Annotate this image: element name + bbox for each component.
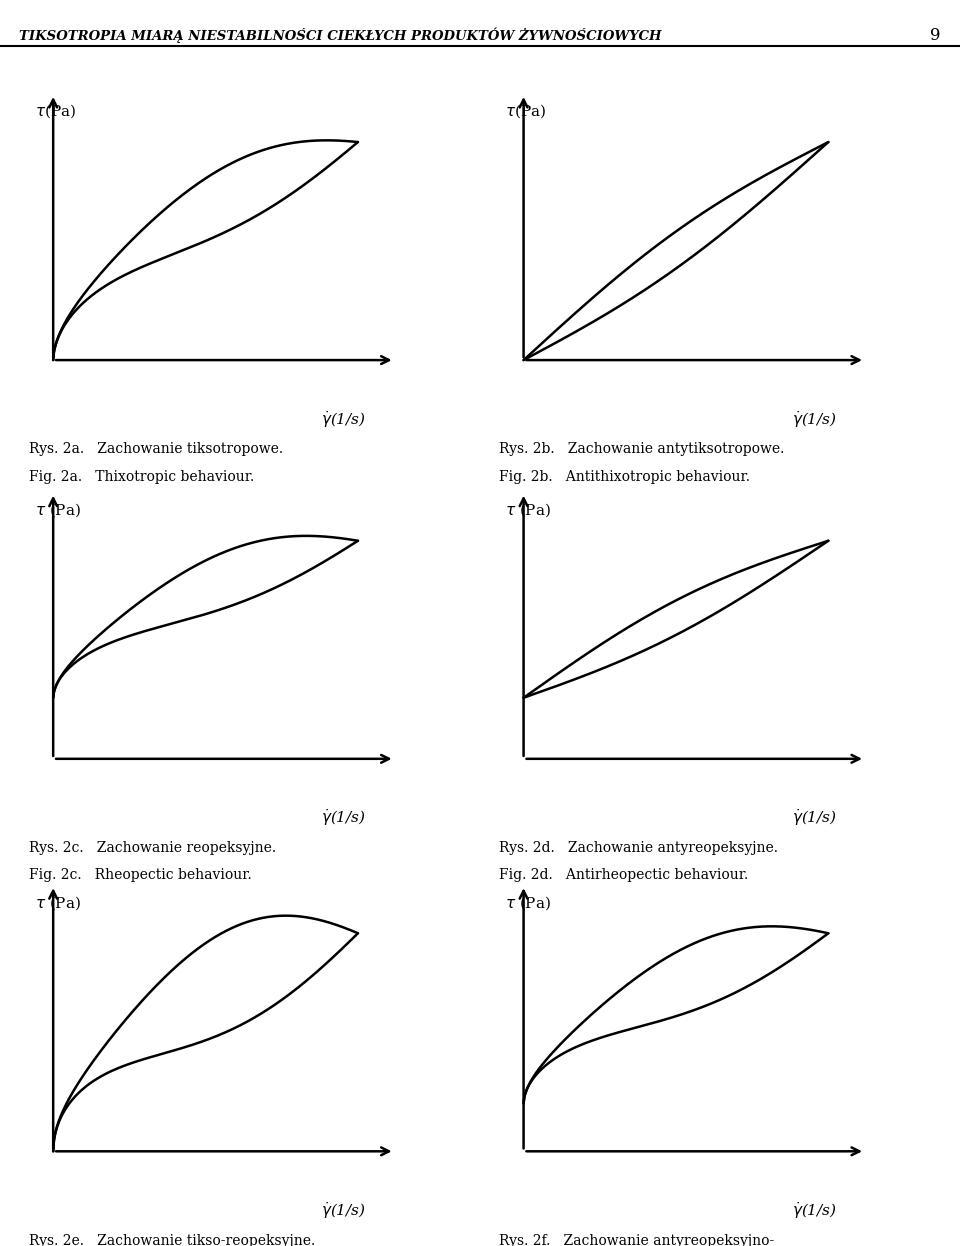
Text: $\tau$(Pa): $\tau$(Pa): [35, 103, 76, 121]
Text: $\tau$ (Pa): $\tau$ (Pa): [35, 895, 81, 912]
Text: Rys. 2c.   Zachowanie reopeksyjne.: Rys. 2c. Zachowanie reopeksyjne.: [29, 841, 276, 855]
Text: Rys. 2e.   Zachowanie tikso-reopeksyjne.: Rys. 2e. Zachowanie tikso-reopeksyjne.: [29, 1234, 315, 1246]
Text: $\tau$(Pa): $\tau$(Pa): [505, 103, 546, 121]
Text: Rys. 2b.   Zachowanie antytiksotropowe.: Rys. 2b. Zachowanie antytiksotropowe.: [499, 442, 784, 456]
Text: $\dot{\gamma}$(1/s): $\dot{\gamma}$(1/s): [792, 1200, 836, 1221]
Text: $\tau$ (Pa): $\tau$ (Pa): [505, 895, 551, 912]
Text: $\dot{\gamma}$(1/s): $\dot{\gamma}$(1/s): [792, 409, 836, 430]
Text: 9: 9: [930, 27, 941, 45]
Text: $\tau$ (Pa): $\tau$ (Pa): [505, 502, 551, 520]
Text: Fig. 2a.   Thixotropic behaviour.: Fig. 2a. Thixotropic behaviour.: [29, 470, 254, 483]
Text: Rys. 2d.   Zachowanie antyreopeksyjne.: Rys. 2d. Zachowanie antyreopeksyjne.: [499, 841, 779, 855]
Text: Fig. 2d.   Antirheopectic behaviour.: Fig. 2d. Antirheopectic behaviour.: [499, 868, 749, 882]
Text: Fig. 2c.   Rheopectic behaviour.: Fig. 2c. Rheopectic behaviour.: [29, 868, 252, 882]
Text: $\dot{\gamma}$(1/s): $\dot{\gamma}$(1/s): [322, 409, 366, 430]
Text: TIKSOTROPIA MIARĄ NIESTABILNOŚCI CIEKŁYCH PRODUKTÓW ŻYWNOŚCIOWYCH: TIKSOTROPIA MIARĄ NIESTABILNOŚCI CIEKŁYC…: [19, 27, 661, 42]
Text: Fig. 2b.   Antithixotropic behaviour.: Fig. 2b. Antithixotropic behaviour.: [499, 470, 750, 483]
Text: $\dot{\gamma}$(1/s): $\dot{\gamma}$(1/s): [322, 1200, 366, 1221]
Text: Rys. 2a.   Zachowanie tiksotropowe.: Rys. 2a. Zachowanie tiksotropowe.: [29, 442, 283, 456]
Text: $\dot{\gamma}$(1/s): $\dot{\gamma}$(1/s): [792, 807, 836, 829]
Text: $\dot{\gamma}$(1/s): $\dot{\gamma}$(1/s): [322, 807, 366, 829]
Text: Rys. 2f.   Zachowanie antyreopeksyjno-: Rys. 2f. Zachowanie antyreopeksyjno-: [499, 1234, 775, 1246]
Text: $\tau$ (Pa): $\tau$ (Pa): [35, 502, 81, 520]
